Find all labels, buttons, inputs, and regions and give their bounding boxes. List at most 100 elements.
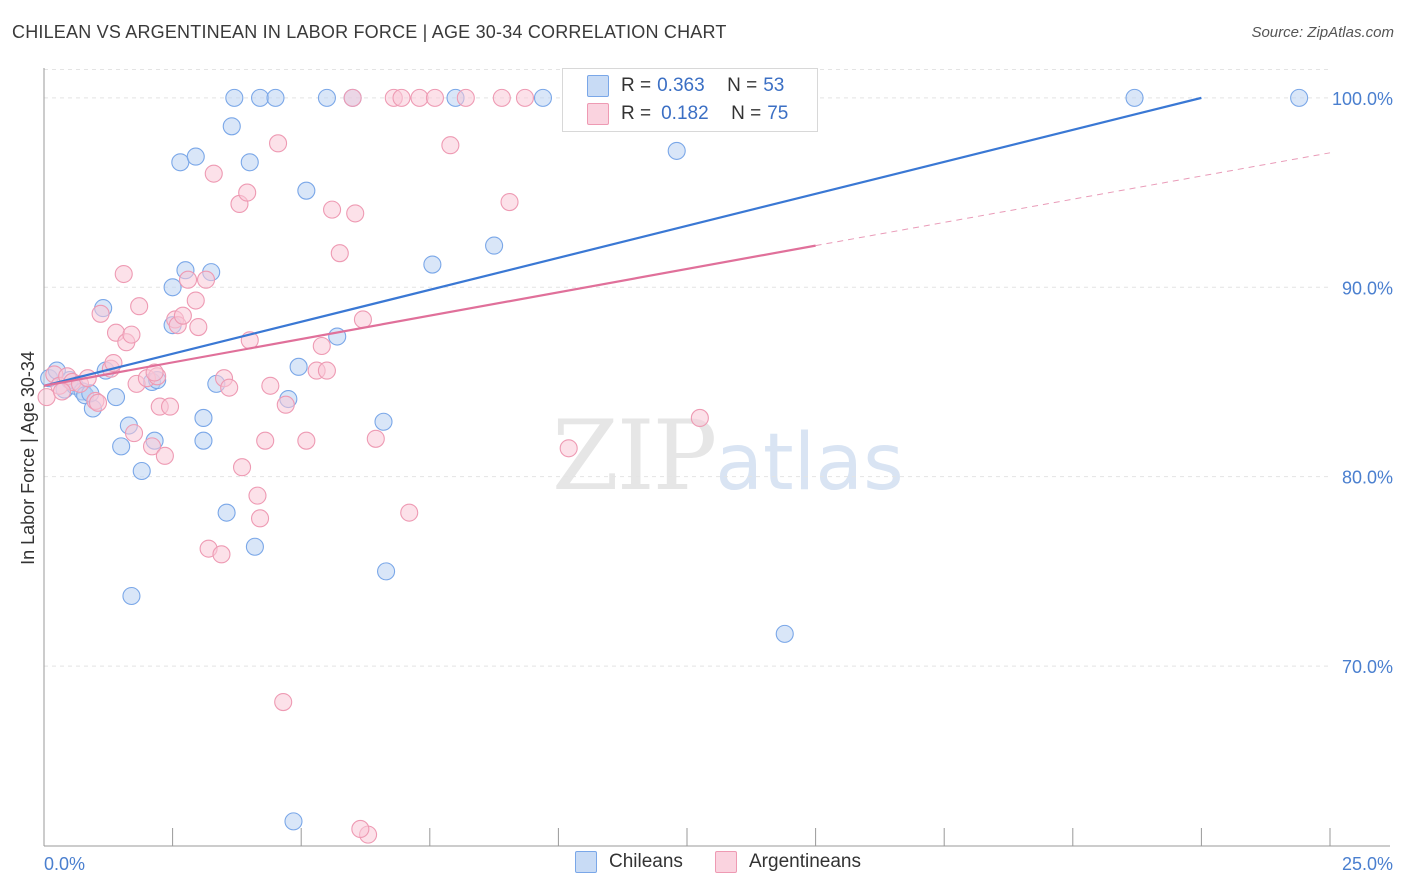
point-argentineans <box>124 424 144 443</box>
legend-swatch-chileans <box>587 75 609 97</box>
point-argentineans <box>366 429 385 448</box>
point-argentineans <box>559 439 578 458</box>
point-chileans <box>194 408 213 428</box>
point-chileans <box>775 624 794 643</box>
source-credit[interactable]: Source: ZipAtlas.com <box>1251 24 1394 41</box>
point-argentineans <box>248 486 267 505</box>
point-argentineans <box>122 325 141 344</box>
point-argentineans <box>196 270 216 289</box>
point-argentineans <box>351 819 370 839</box>
point-chileans <box>225 88 244 107</box>
point-argentineans <box>269 134 288 153</box>
point-argentineans <box>178 270 198 289</box>
legend-n-value: 53 <box>763 75 785 96</box>
point-argentineans <box>52 382 72 401</box>
point-argentineans <box>114 264 133 284</box>
point-argentineans <box>173 306 192 325</box>
point-chileans <box>250 88 270 107</box>
y-tick-label: 80.0% <box>1342 468 1393 488</box>
point-argentineans <box>441 136 460 155</box>
point-chileans <box>112 437 131 456</box>
point-chileans <box>374 412 393 431</box>
point-argentineans <box>204 164 223 183</box>
point-chileans <box>266 88 285 107</box>
point-argentineans <box>261 376 280 395</box>
point-chileans <box>106 388 126 407</box>
point-argentineans <box>410 88 429 107</box>
point-argentineans <box>88 393 108 412</box>
legend-r-value: 0.363 <box>657 75 705 96</box>
y-tick-label: 70.0% <box>1342 657 1393 677</box>
point-argentineans <box>515 88 535 107</box>
point-argentineans <box>160 397 180 416</box>
point-chileans <box>377 562 396 581</box>
point-chileans <box>284 812 303 831</box>
point-chileans <box>132 461 151 481</box>
point-chileans <box>485 236 504 255</box>
point-argentineans <box>276 395 295 414</box>
point-argentineans <box>400 503 419 522</box>
point-argentineans <box>690 408 709 428</box>
point-argentineans <box>274 693 293 712</box>
point-chileans <box>171 153 190 172</box>
legend-label-chileans: Chileans <box>609 851 683 872</box>
legend-row-argentineans: R = 0.182 N = 75 <box>587 101 788 127</box>
point-chileans <box>1290 88 1309 107</box>
point-chileans <box>289 357 308 376</box>
point-argentineans <box>142 437 162 456</box>
point-chileans <box>317 88 336 107</box>
point-argentineans <box>297 431 316 450</box>
point-argentineans <box>145 363 164 382</box>
point-argentineans <box>220 378 239 397</box>
trend-line-chileans <box>43 96 1202 387</box>
point-argentineans <box>189 318 208 337</box>
zipatlas-watermark: ZIPatlas <box>552 400 904 512</box>
point-chileans <box>245 537 264 556</box>
point-chileans <box>217 503 236 522</box>
x-tick-label: 0.0% <box>44 854 85 874</box>
point-chileans <box>667 141 686 160</box>
point-argentineans <box>456 88 475 107</box>
point-argentineans <box>130 297 149 316</box>
point-argentineans <box>323 200 342 219</box>
legend-item-argentineans[interactable]: Argentineans <box>715 851 861 873</box>
point-argentineans <box>425 88 444 107</box>
legend-n-value: 75 <box>767 103 789 124</box>
legend-item-chileans[interactable]: Chileans <box>575 851 683 873</box>
point-chileans <box>1125 88 1144 107</box>
legend-r-label: R = <box>621 75 652 96</box>
point-argentineans <box>186 291 205 310</box>
point-chileans <box>533 88 553 107</box>
point-argentineans <box>212 545 231 564</box>
point-argentineans <box>250 509 270 528</box>
legend-swatch-argentineans <box>715 851 737 873</box>
y-tick-label: 90.0% <box>1342 278 1393 298</box>
point-chileans <box>186 147 205 166</box>
legend-swatch-argentineans <box>587 103 609 125</box>
point-argentineans <box>492 88 511 107</box>
legend-n-label: N = <box>731 103 762 124</box>
stats-legend: R = 0.363 N = 53 R = 0.182 N = 75 <box>562 68 818 132</box>
y-axis-label: In Labor Force | Age 30-34 <box>18 351 38 565</box>
point-argentineans <box>312 336 331 356</box>
trend-extension-argentineans <box>815 152 1331 247</box>
point-chileans <box>163 278 182 297</box>
point-argentineans <box>330 244 349 263</box>
point-chileans <box>194 431 213 450</box>
y-tick-label: 100.0% <box>1332 89 1393 109</box>
trend-line-argentineans <box>43 244 816 387</box>
point-argentineans <box>256 431 275 450</box>
point-argentineans <box>343 88 362 107</box>
legend-n-label: N = <box>727 75 758 96</box>
chart-title: CHILEAN VS ARGENTINEAN IN LABOR FORCE | … <box>12 22 727 42</box>
point-argentineans <box>353 310 372 329</box>
legend-r-label: R = <box>621 103 652 124</box>
watermark-atlas: atlas <box>715 418 904 508</box>
x-tick-label: 25.0% <box>1342 854 1393 874</box>
point-argentineans <box>155 446 174 465</box>
watermark-zip: ZIP <box>552 400 717 512</box>
point-argentineans <box>232 458 252 477</box>
point-argentineans <box>238 183 257 202</box>
point-argentineans <box>317 361 336 380</box>
